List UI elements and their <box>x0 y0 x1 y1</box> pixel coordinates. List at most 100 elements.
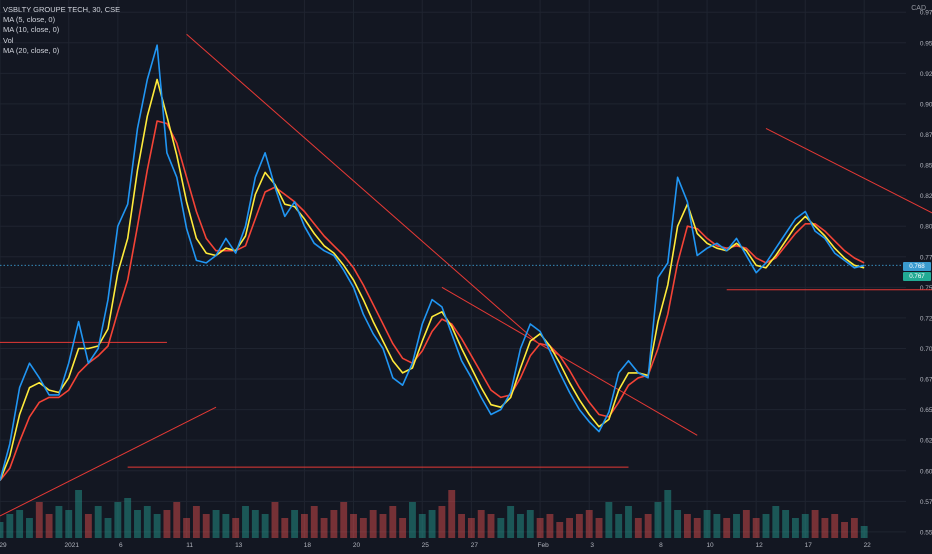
x-tick-label: Feb <box>538 542 550 549</box>
volume-bar <box>723 518 731 538</box>
volume-bar <box>654 502 662 538</box>
volume-bar <box>232 518 240 538</box>
volume-bar <box>350 514 357 538</box>
volume-bar <box>556 522 564 538</box>
volume-bar <box>124 498 132 538</box>
volume-bar <box>585 510 593 538</box>
volume-bar <box>841 522 848 538</box>
volume-bar <box>811 510 819 538</box>
x-tick-label: 27 <box>471 542 479 549</box>
trendline <box>765 127 932 214</box>
y-tick-label: 0.900 <box>920 101 932 108</box>
y-tick-label: 0.725 <box>920 315 932 322</box>
volume-bar <box>271 502 279 538</box>
volume-bar <box>634 518 642 538</box>
volume-bar <box>703 510 711 538</box>
volume-bar <box>202 514 210 538</box>
volume-bar <box>16 510 24 538</box>
legend: VSBLTY GROUPE TECH, 30, CSE MA (5, close… <box>3 5 120 56</box>
volume-bar <box>143 506 151 538</box>
volume-bar <box>448 490 456 538</box>
volume-bar <box>0 522 4 538</box>
volume-bar <box>409 502 416 538</box>
y-tick-label: 0.875 <box>920 132 932 139</box>
y-tick-label: 0.925 <box>920 71 932 78</box>
volume-bar <box>26 518 33 538</box>
trendline <box>441 286 698 436</box>
volume-bar <box>300 514 308 538</box>
volume-bar <box>831 514 839 538</box>
volume-bar <box>6 514 14 538</box>
volume-bar <box>792 518 799 538</box>
volume-bar <box>801 514 809 538</box>
volume-bar <box>183 518 191 538</box>
volume-bar <box>546 514 554 538</box>
legend-title[interactable]: VSBLTY GROUPE TECH, 30, CSE <box>3 5 121 14</box>
x-tick-label: 20 <box>353 542 361 549</box>
volume-bar <box>644 514 652 538</box>
volume-bar <box>340 502 348 538</box>
y-tick-label: 0.600 <box>920 468 932 475</box>
y-tick-label: 0.650 <box>920 407 932 414</box>
volume-bar <box>261 514 269 538</box>
legend-study-ma20[interactable]: MA (20, close, 0) <box>3 45 60 55</box>
volume-bar <box>330 510 338 538</box>
volume-bar <box>104 518 112 538</box>
x-tick-label: 11 <box>186 542 193 549</box>
series-line <box>0 44 865 481</box>
x-tick-label: 2021 <box>65 542 80 549</box>
x-tick-label: 8 <box>659 542 663 549</box>
volume-bar <box>821 518 829 538</box>
volume-bar <box>65 510 73 538</box>
volume-bar <box>35 502 43 538</box>
volume-bar <box>762 514 770 538</box>
volume-bar <box>507 506 515 538</box>
y-tick-label: 0.575 <box>920 499 932 506</box>
volume-bar <box>389 506 397 538</box>
volume-bar <box>75 490 82 538</box>
trendline <box>0 406 217 517</box>
volume-bar <box>251 510 259 538</box>
volume-bar <box>94 506 102 538</box>
y-tick-label: 0.975 <box>920 10 932 17</box>
y-tick-label: 0.850 <box>920 163 932 170</box>
y-tick-label: 0.800 <box>920 224 932 231</box>
volume-bar <box>45 514 53 538</box>
y-tick-label: 0.825 <box>920 193 932 200</box>
volume-bar <box>742 510 750 538</box>
volume-bar <box>733 514 740 538</box>
trendline <box>186 33 541 346</box>
volume-bar <box>458 514 465 538</box>
volume-bar <box>526 510 534 538</box>
volume-bar <box>320 518 328 538</box>
volume-bar <box>114 502 122 538</box>
legend-study-ma10[interactable]: MA (10, close, 0) <box>3 25 60 35</box>
volume-bar <box>173 502 181 538</box>
y-tick-label: 0.625 <box>920 438 932 445</box>
volume-bar <box>418 514 426 538</box>
legend-study-vol[interactable]: Vol <box>3 35 14 45</box>
volume-bar <box>55 506 63 538</box>
last-price-tag: 0.768 <box>903 262 931 271</box>
volume-bar <box>291 510 299 538</box>
volume-bar <box>683 514 691 538</box>
volume-bar <box>369 510 377 538</box>
volume-bar <box>625 506 632 538</box>
x-tick-label: 25 <box>422 542 430 549</box>
volume-bar <box>487 514 495 538</box>
x-tick-label: 3 <box>590 542 594 549</box>
volume-bar <box>359 518 367 538</box>
x-tick-label: 18 <box>304 542 312 549</box>
legend-study-ma5[interactable]: MA (5, close, 0) <box>3 15 56 25</box>
x-tick-label: 10 <box>706 542 714 549</box>
volume-bar <box>615 514 623 538</box>
volume-bar <box>477 510 485 538</box>
volume-bar <box>134 510 141 538</box>
volume-bar <box>281 518 289 538</box>
volume-bar <box>212 510 220 538</box>
volume-bar <box>850 518 858 538</box>
volume-bar <box>860 526 868 538</box>
